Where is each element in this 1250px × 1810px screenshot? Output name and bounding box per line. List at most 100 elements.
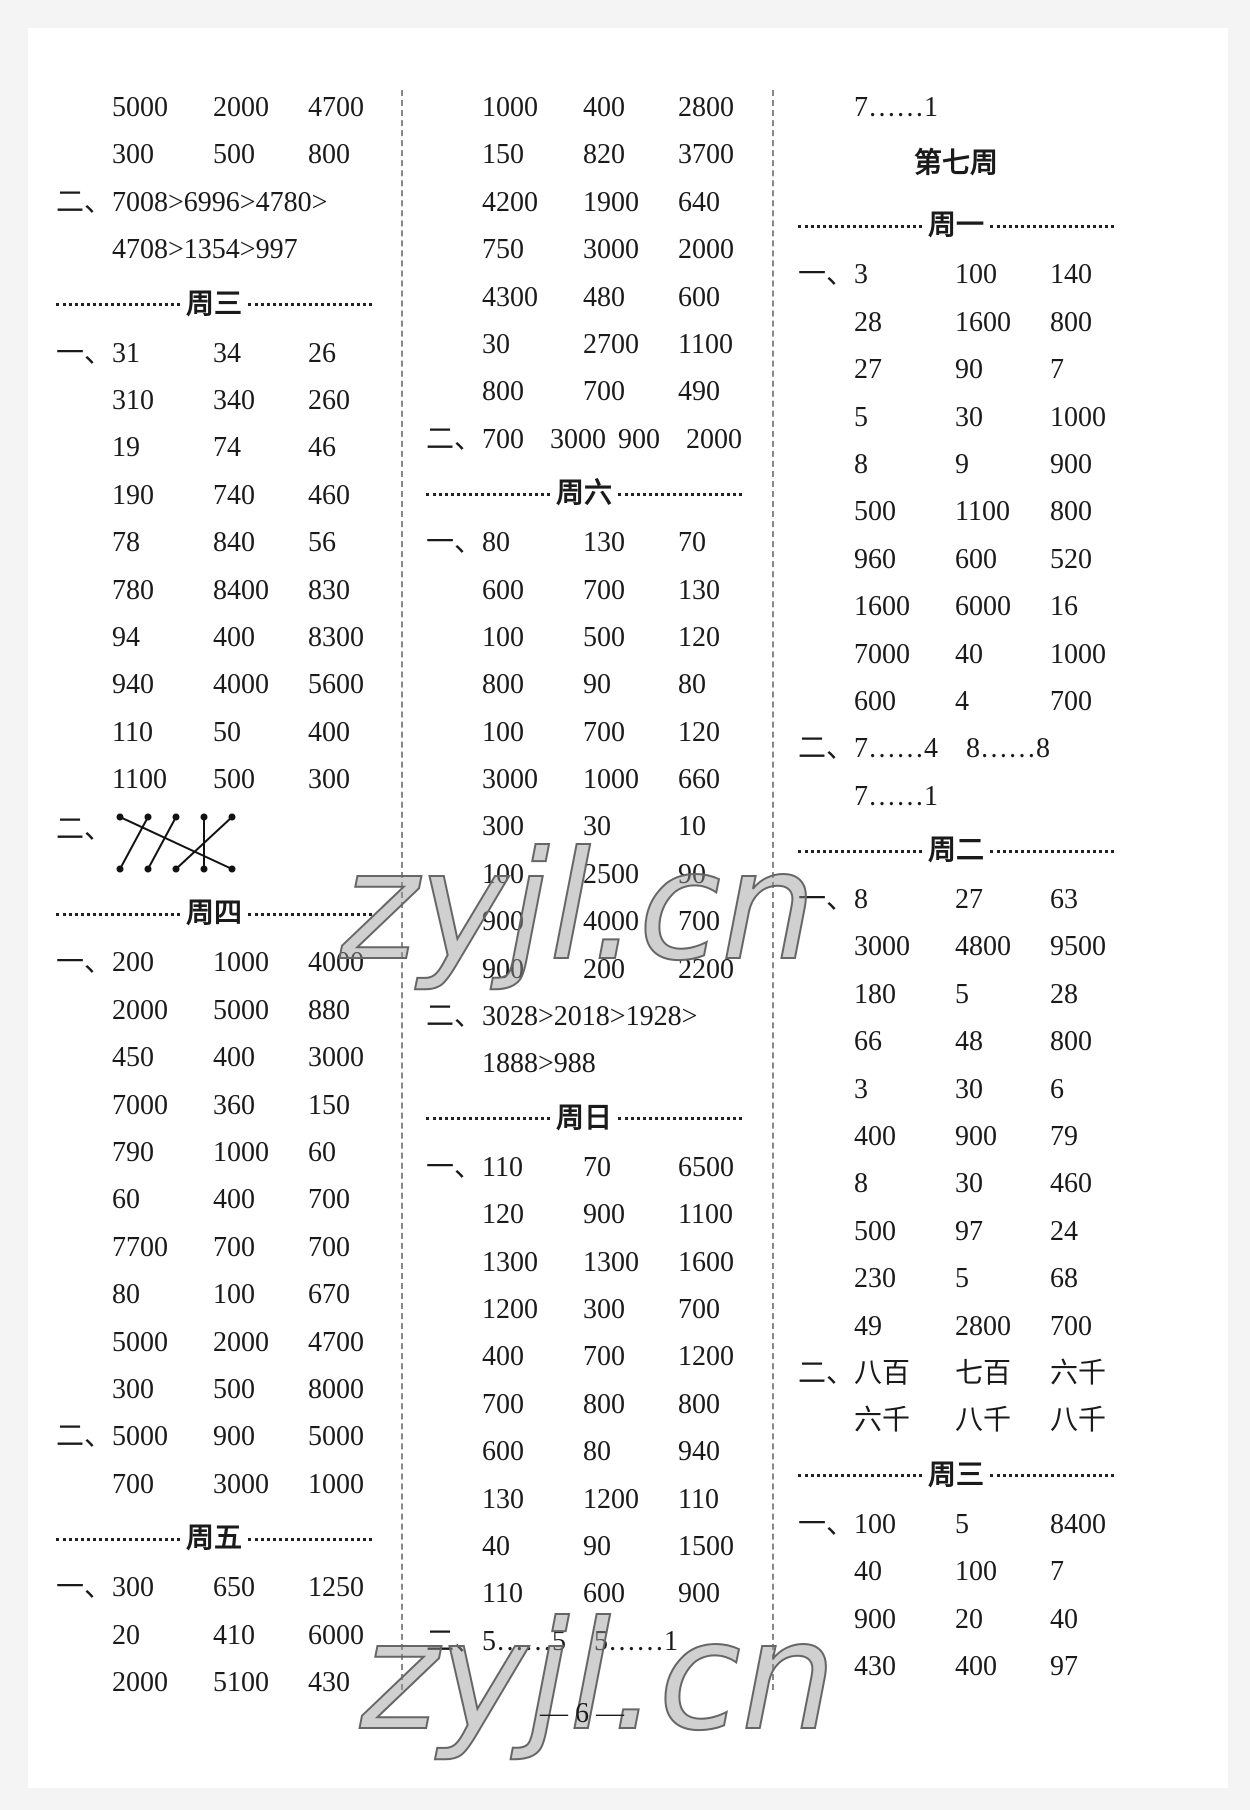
answer-row: 750 3000 2000 [426, 226, 742, 273]
answer-row: 4200 1900 640 [426, 179, 742, 226]
answer-row: 100 700 120 [426, 709, 742, 756]
answer-value: 6 [1050, 1073, 1064, 1105]
match-dot [116, 865, 124, 873]
answer-row: 1600 6000 16 [798, 583, 1114, 630]
answer-value: 28 [1050, 978, 1078, 1010]
answer-value: 300 [482, 811, 524, 843]
answer-value: 700 [482, 1388, 524, 1420]
answer-text: 4708>1354>997 [112, 234, 298, 266]
answer-row: 一、 100 5 8400 [798, 1501, 1114, 1548]
day-label: 周六 [556, 476, 613, 510]
answer-column-2: 1000 400 2800 150 820 3700 4200 1900 640 750 3000 2… [426, 84, 743, 1665]
question-number: 一、 [798, 1508, 855, 1540]
answer-value: 5000 [213, 994, 269, 1026]
watermark: zyjl.cn [339, 819, 817, 995]
answer-value: 40 [854, 1556, 882, 1588]
answer-value: 700 [482, 423, 524, 455]
answer-value: 400 [213, 1042, 255, 1074]
answer-value: 5 [955, 1508, 969, 1540]
answer-value: 650 [213, 1572, 255, 1604]
answer-value: 90 [678, 858, 706, 890]
answer-value: 800 [1050, 496, 1092, 528]
answer-value: 410 [213, 1619, 255, 1651]
answer-value: 400 [308, 716, 350, 748]
answer-value: 1200 [678, 1341, 734, 1373]
match-dot [116, 813, 124, 821]
dotted-rule [56, 912, 180, 916]
answer-value: 16 [1050, 591, 1078, 623]
answer-value: 130 [583, 527, 625, 559]
answer-value: 2000 [213, 92, 269, 123]
dotted-rule [56, 1537, 180, 1541]
answer-value: 28 [854, 306, 882, 338]
answer-value: 120 [482, 1199, 524, 1231]
answer-value: 3000 [308, 1042, 364, 1074]
answer-row: 4708>1354>997 [56, 226, 372, 273]
answer-value: 700 [583, 376, 625, 408]
answer-value: 31 [112, 337, 140, 369]
match-line [119, 816, 233, 871]
day-heading: 周四 [56, 883, 373, 939]
answer-value: 800 [1050, 306, 1092, 338]
answer-value: 4000 [583, 906, 639, 938]
answer-value: 820 [583, 139, 625, 171]
answer-row: 600 700 130 [426, 567, 742, 614]
answer-value: 1000 [1050, 638, 1106, 670]
answer-value: 70 [678, 527, 706, 559]
answer-value: 79 [1050, 1121, 1078, 1153]
answer-row: 一、 80 130 70 [426, 519, 742, 566]
answer-column-3: 7……1 第七周 周一 一、 3 100 140 28 1600 800 27 90 7 5 30 1000 8… [798, 84, 1115, 1690]
answer-value: 2000 [112, 994, 168, 1026]
answer-value: 100 [213, 1279, 255, 1311]
answer-value: 110 [112, 716, 153, 748]
answer-value: 30 [955, 1073, 983, 1105]
answer-value: 56 [308, 527, 336, 559]
answer-value: 1100 [678, 328, 733, 360]
dotted-rule [56, 303, 180, 307]
answer-value: 50 [213, 716, 241, 748]
answer-value: 2700 [583, 328, 639, 360]
answer-value: 300 [112, 1373, 154, 1405]
answer-value: 6500 [678, 1151, 734, 1183]
dotted-rule [248, 1537, 373, 1541]
answer-value: 5100 [213, 1666, 269, 1698]
answer-value: 9 [955, 448, 969, 480]
answer-value: 800 [678, 1388, 720, 1420]
question-number: 一、 [426, 527, 483, 559]
answer-value: 700 [1050, 685, 1092, 717]
answer-value: 8400 [213, 574, 269, 606]
answer-row: 7……1 [798, 773, 1114, 820]
answer-row: 7000 360 150 [56, 1082, 372, 1129]
answer-row: 2000 5000 880 [56, 987, 372, 1034]
answer-row: 3000 1000 660 [426, 756, 742, 803]
day-label: 周二 [928, 833, 985, 867]
answer-value: 70 [583, 1151, 611, 1183]
answer-value: 740 [213, 479, 255, 511]
answer-value: 7 [1050, 354, 1064, 386]
answer-value: 840 [213, 527, 255, 559]
answer-row: 500 97 24 [798, 1208, 1114, 1255]
answer-value: 97 [955, 1215, 983, 1247]
answer-value: 1250 [308, 1572, 364, 1604]
dotted-rule [798, 849, 922, 853]
day-label: 周三 [186, 286, 243, 320]
answer-value: 1000 [308, 1468, 364, 1500]
answer-value: 800 [1050, 1026, 1092, 1058]
answer-value: 27 [854, 354, 882, 386]
answer-value: 940 [112, 669, 154, 701]
match-dot [144, 813, 152, 821]
answer-value: 4800 [955, 931, 1011, 963]
answer-row: 2000 5100 430 [56, 1659, 372, 1706]
answer-value: 1300 [482, 1246, 538, 1278]
answer-value: 26 [308, 337, 336, 369]
answer-value: 460 [1050, 1168, 1092, 1200]
answer-value: 670 [308, 1279, 350, 1311]
answer-value: 520 [1050, 543, 1092, 575]
answer-row: 5000 2000 4700 [56, 84, 372, 131]
answer-row: 3000 4800 9500 [798, 923, 1114, 970]
answer-value: 900 [583, 1199, 625, 1231]
match-line [119, 816, 149, 870]
answer-value: 6000 [308, 1619, 364, 1651]
answer-value: 5 [955, 1263, 969, 1295]
day-heading: 周三 [798, 1445, 1115, 1501]
